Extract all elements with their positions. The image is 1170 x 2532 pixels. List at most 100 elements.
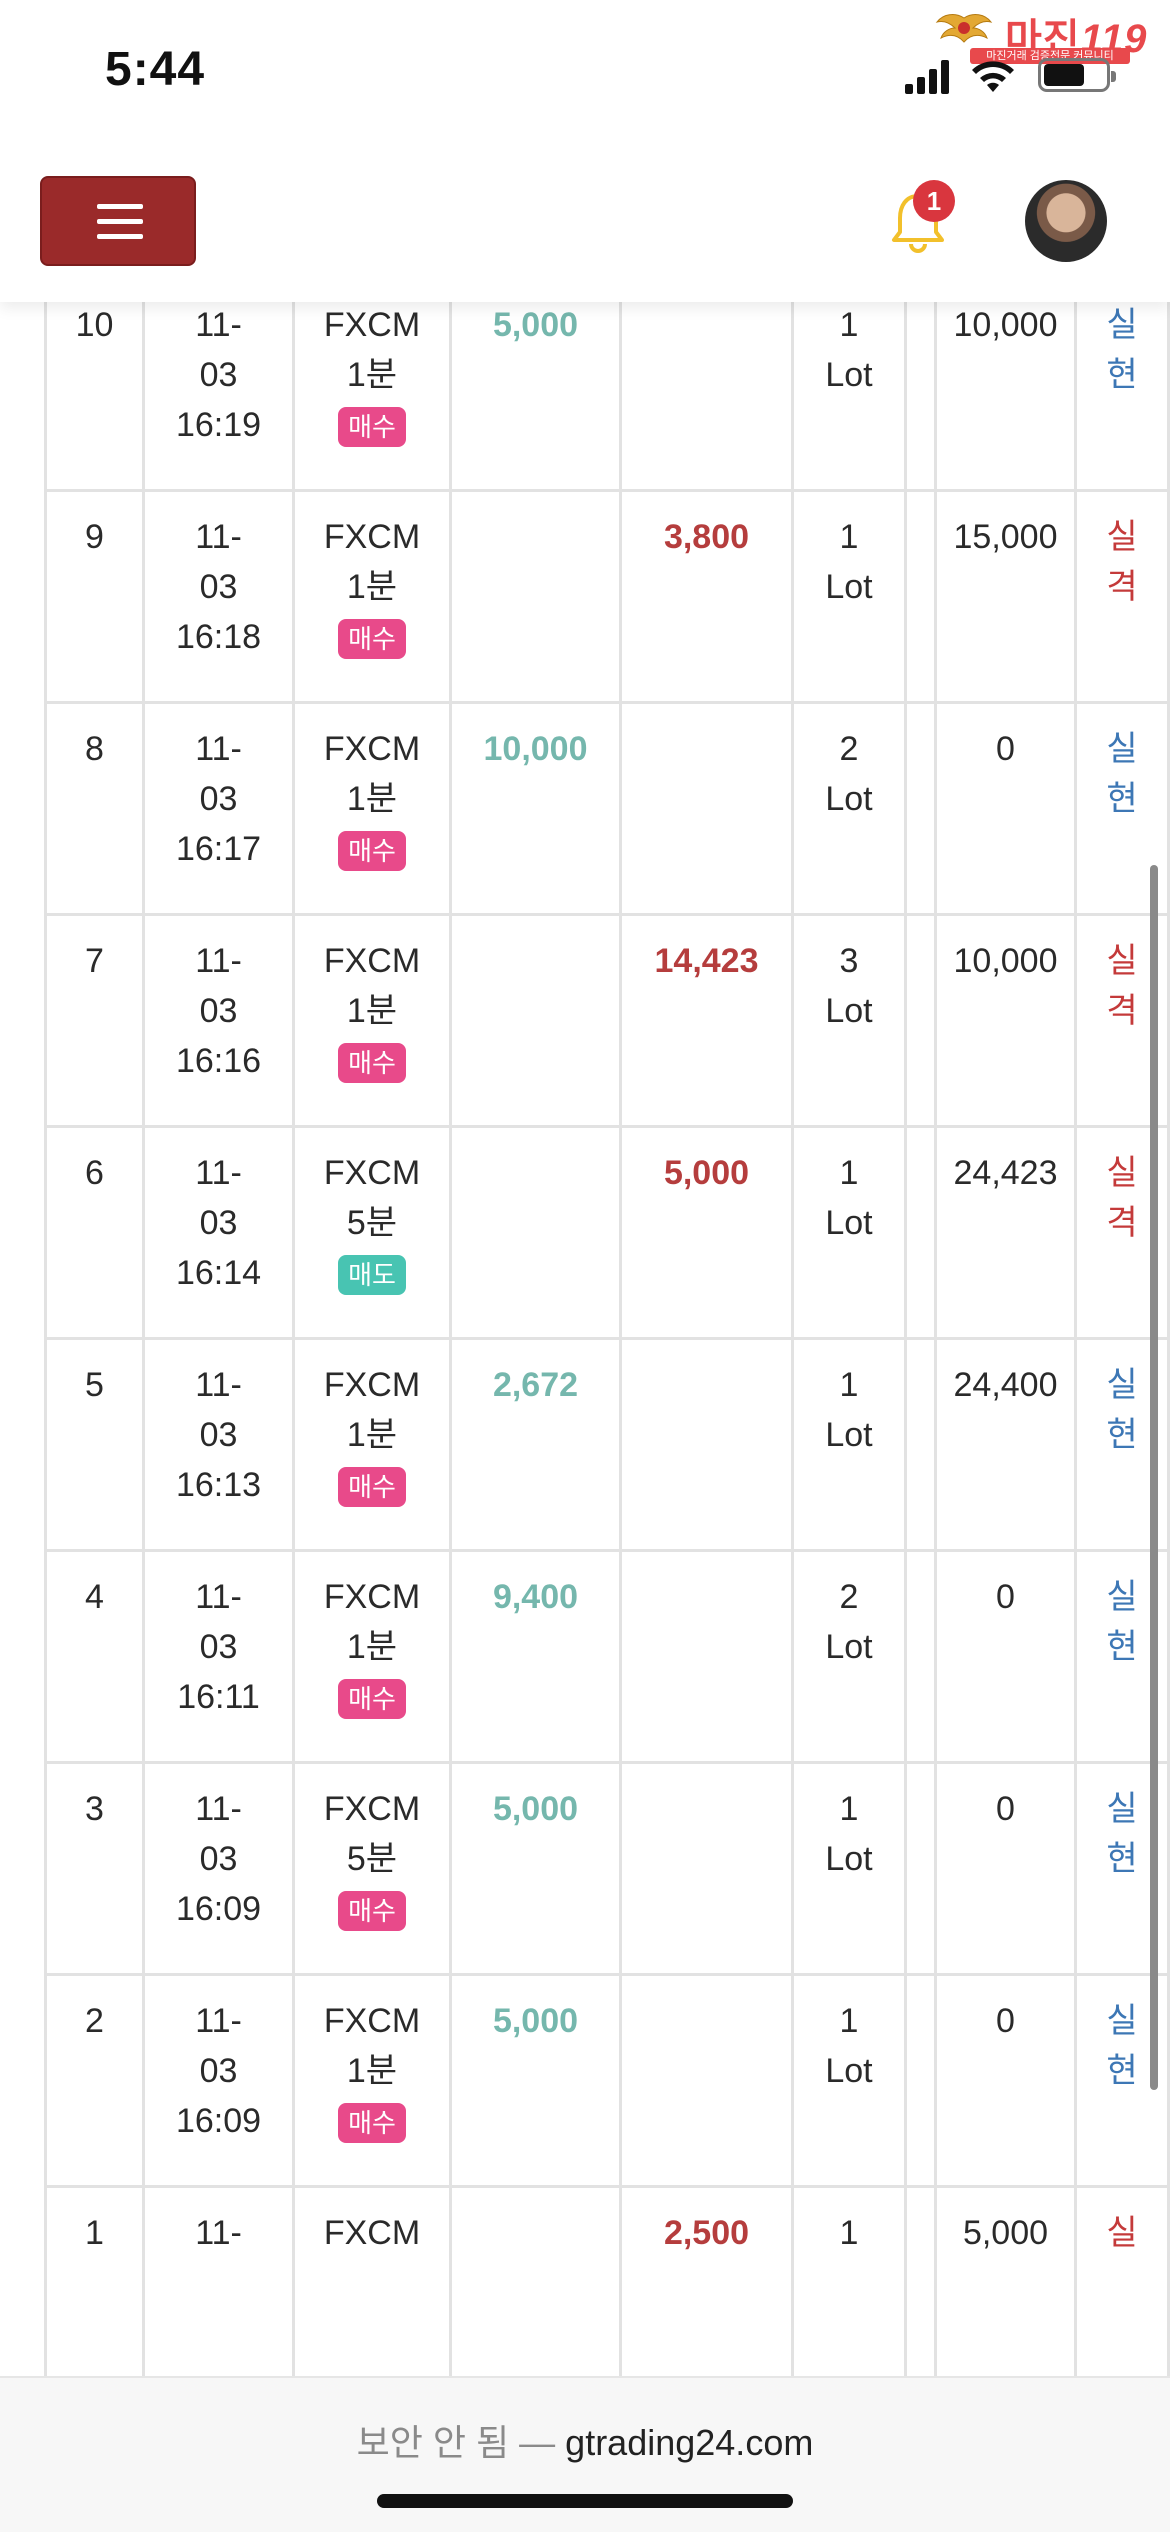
trade-datetime: 03 xyxy=(199,780,238,818)
profit-amount: 5,000 xyxy=(492,2002,579,2040)
trade-number: 3 xyxy=(85,1790,104,1828)
cell-type: FXCM 1분 매수 xyxy=(295,1340,452,1552)
trade-datetime: 03 xyxy=(199,1840,238,1878)
trade-datetime: 11- xyxy=(195,1578,242,1616)
cell-spacer xyxy=(907,2188,937,2376)
browser-bottom-bar: 보안 안 됨 — gtrading24.com xyxy=(0,2376,1170,2532)
result-label: 실 xyxy=(1106,306,1138,344)
cell-date: 11- 03 16:16 xyxy=(145,916,295,1128)
trade-datetime: 03 xyxy=(199,568,238,606)
table-row[interactable]: 3 11- 03 16:09 FXCM 5분 매수 5,000 1 Lot 0 실 현 xyxy=(44,1764,1170,1976)
cell-loss: 3,800 xyxy=(622,492,794,704)
balance-amount: 24,423 xyxy=(953,1154,1058,1192)
cell-balance: 0 xyxy=(937,1976,1077,2188)
table-row[interactable]: 9 11- 03 16:18 FXCM 1분 매수 3,800 1 Lot 15,000 실 격 xyxy=(44,492,1170,704)
table-row[interactable]: 7 11- 03 16:16 FXCM 1분 매수 14,423 3 Lot 10,000 실 격 xyxy=(44,916,1170,1128)
cell-balance: 0 xyxy=(937,1764,1077,1976)
insecure-label: 보안 안 됨 xyxy=(356,2422,510,2463)
cell-date: 11- xyxy=(145,2188,295,2376)
hamburger-menu-button[interactable] xyxy=(40,176,196,266)
cell-date: 11- 03 16:19 xyxy=(145,280,295,492)
cell-loss xyxy=(622,704,794,916)
status-bar: 5:44 마진119 마진거래 검증전문 커뮤니티 xyxy=(0,0,1170,150)
lot-size: 1 xyxy=(839,2214,859,2252)
loss-amount: 14,423 xyxy=(654,942,759,980)
table-row[interactable]: 8 11- 03 16:17 FXCM 1분 매수 10,000 2 Lot 0 실 현 xyxy=(44,704,1170,916)
table-row[interactable]: 4 11- 03 16:11 FXCM 1분 매수 9,400 2 Lot 0 실 현 xyxy=(44,1552,1170,1764)
cell-profit: 5,000 xyxy=(452,280,622,492)
cell-spacer xyxy=(907,492,937,704)
cell-spacer xyxy=(907,704,937,916)
cell-balance: 10,000 xyxy=(937,280,1077,492)
cell-balance: 15,000 xyxy=(937,492,1077,704)
trade-number: 1 xyxy=(85,2214,104,2252)
result-label: 실 xyxy=(1106,1790,1138,1828)
status-time: 5:44 xyxy=(105,43,206,96)
url-separator: — xyxy=(519,2422,556,2463)
user-avatar[interactable] xyxy=(1025,180,1107,262)
scrollbar[interactable] xyxy=(1150,865,1158,2090)
cell-type: FXCM 5분 매도 xyxy=(295,1128,452,1340)
trade-instrument: FXCM xyxy=(323,2002,421,2040)
lot-size: Lot xyxy=(825,1840,873,1878)
trade-number: 7 xyxy=(85,942,104,980)
cell-lot: 1 Lot xyxy=(794,1128,907,1340)
cell-number: 5 xyxy=(44,1340,145,1552)
profit-amount: 9,400 xyxy=(492,1578,579,1616)
loss-amount: 3,800 xyxy=(663,518,750,556)
lot-size: Lot xyxy=(825,1204,873,1242)
table-row[interactable]: 10 11- 03 16:19 FXCM 1분 매수 5,000 1 Lot 10,000 실 현 xyxy=(44,280,1170,492)
table-row[interactable]: 5 11- 03 16:13 FXCM 1분 매수 2,672 1 Lot 24,400 실 현 xyxy=(44,1340,1170,1552)
cell-type: FXCM 1분 매수 xyxy=(295,1976,452,2188)
cell-spacer xyxy=(907,1764,937,1976)
app-header: 1 xyxy=(0,150,1170,302)
cell-result: 실 xyxy=(1077,2188,1170,2376)
trade-datetime: 16:16 xyxy=(175,1042,262,1080)
buy-badge: 매수 xyxy=(338,1043,406,1083)
table-row[interactable]: 6 11- 03 16:14 FXCM 5분 매도 5,000 1 Lot 24,423 실 격 xyxy=(44,1128,1170,1340)
trade-datetime: 11- xyxy=(195,730,242,768)
trade-instrument: 5분 xyxy=(346,1840,398,1878)
balance-amount: 5,000 xyxy=(962,2214,1049,2252)
trade-number: 8 xyxy=(85,730,104,768)
cell-type: FXCM 1분 매수 xyxy=(295,916,452,1128)
profit-amount: 5,000 xyxy=(492,306,579,344)
result-label: 현 xyxy=(1106,1840,1138,1878)
cell-number: 2 xyxy=(44,1976,145,2188)
trade-instrument: 1분 xyxy=(346,780,398,818)
cell-profit xyxy=(452,916,622,1128)
cell-lot: 1 Lot xyxy=(794,1340,907,1552)
cell-loss xyxy=(622,1764,794,1976)
cell-profit: 5,000 xyxy=(452,1764,622,1976)
trade-datetime: 11- xyxy=(195,1154,242,1192)
notification-badge: 1 xyxy=(913,180,955,222)
lot-size: 3 xyxy=(839,942,859,980)
cell-type: FXCM 1분 매수 xyxy=(295,280,452,492)
loss-amount: 2,500 xyxy=(663,2214,750,2252)
profit-amount: 5,000 xyxy=(492,1790,579,1828)
trade-instrument: 1분 xyxy=(346,568,398,606)
cell-date: 11- 03 16:17 xyxy=(145,704,295,916)
balance-amount: 10,000 xyxy=(953,942,1058,980)
cell-spacer xyxy=(907,1340,937,1552)
trade-datetime: 03 xyxy=(199,2052,238,2090)
trade-history-table: 0316:195분매수Lot현1011-0316:19FXCM1분매수5,000… xyxy=(44,190,1170,2376)
table-row[interactable]: 2 11- 03 16:09 FXCM 1분 매수 5,000 1 Lot 0 실 현 xyxy=(44,1976,1170,2188)
table-row[interactable]: 1 11- FXCM 2,500 1 5,000 실 xyxy=(44,2188,1170,2376)
trade-instrument: 1분 xyxy=(346,1628,398,1666)
watermark-logo: 마진119 마진거래 검증전문 커뮤니티 xyxy=(925,6,1160,66)
trade-datetime: 11- xyxy=(195,518,242,556)
result-label: 격 xyxy=(1106,1204,1138,1242)
result-label: 실 xyxy=(1106,2002,1138,2040)
cell-number: 8 xyxy=(44,704,145,916)
cell-lot: 1 Lot xyxy=(794,492,907,704)
cell-lot: 1 Lot xyxy=(794,280,907,492)
address-bar[interactable]: 보안 안 됨 — gtrading24.com xyxy=(0,2414,1170,2466)
balance-amount: 0 xyxy=(996,1578,1015,1616)
trade-number: 10 xyxy=(75,306,114,344)
home-indicator[interactable] xyxy=(377,2494,793,2508)
trade-datetime: 11- xyxy=(195,942,242,980)
